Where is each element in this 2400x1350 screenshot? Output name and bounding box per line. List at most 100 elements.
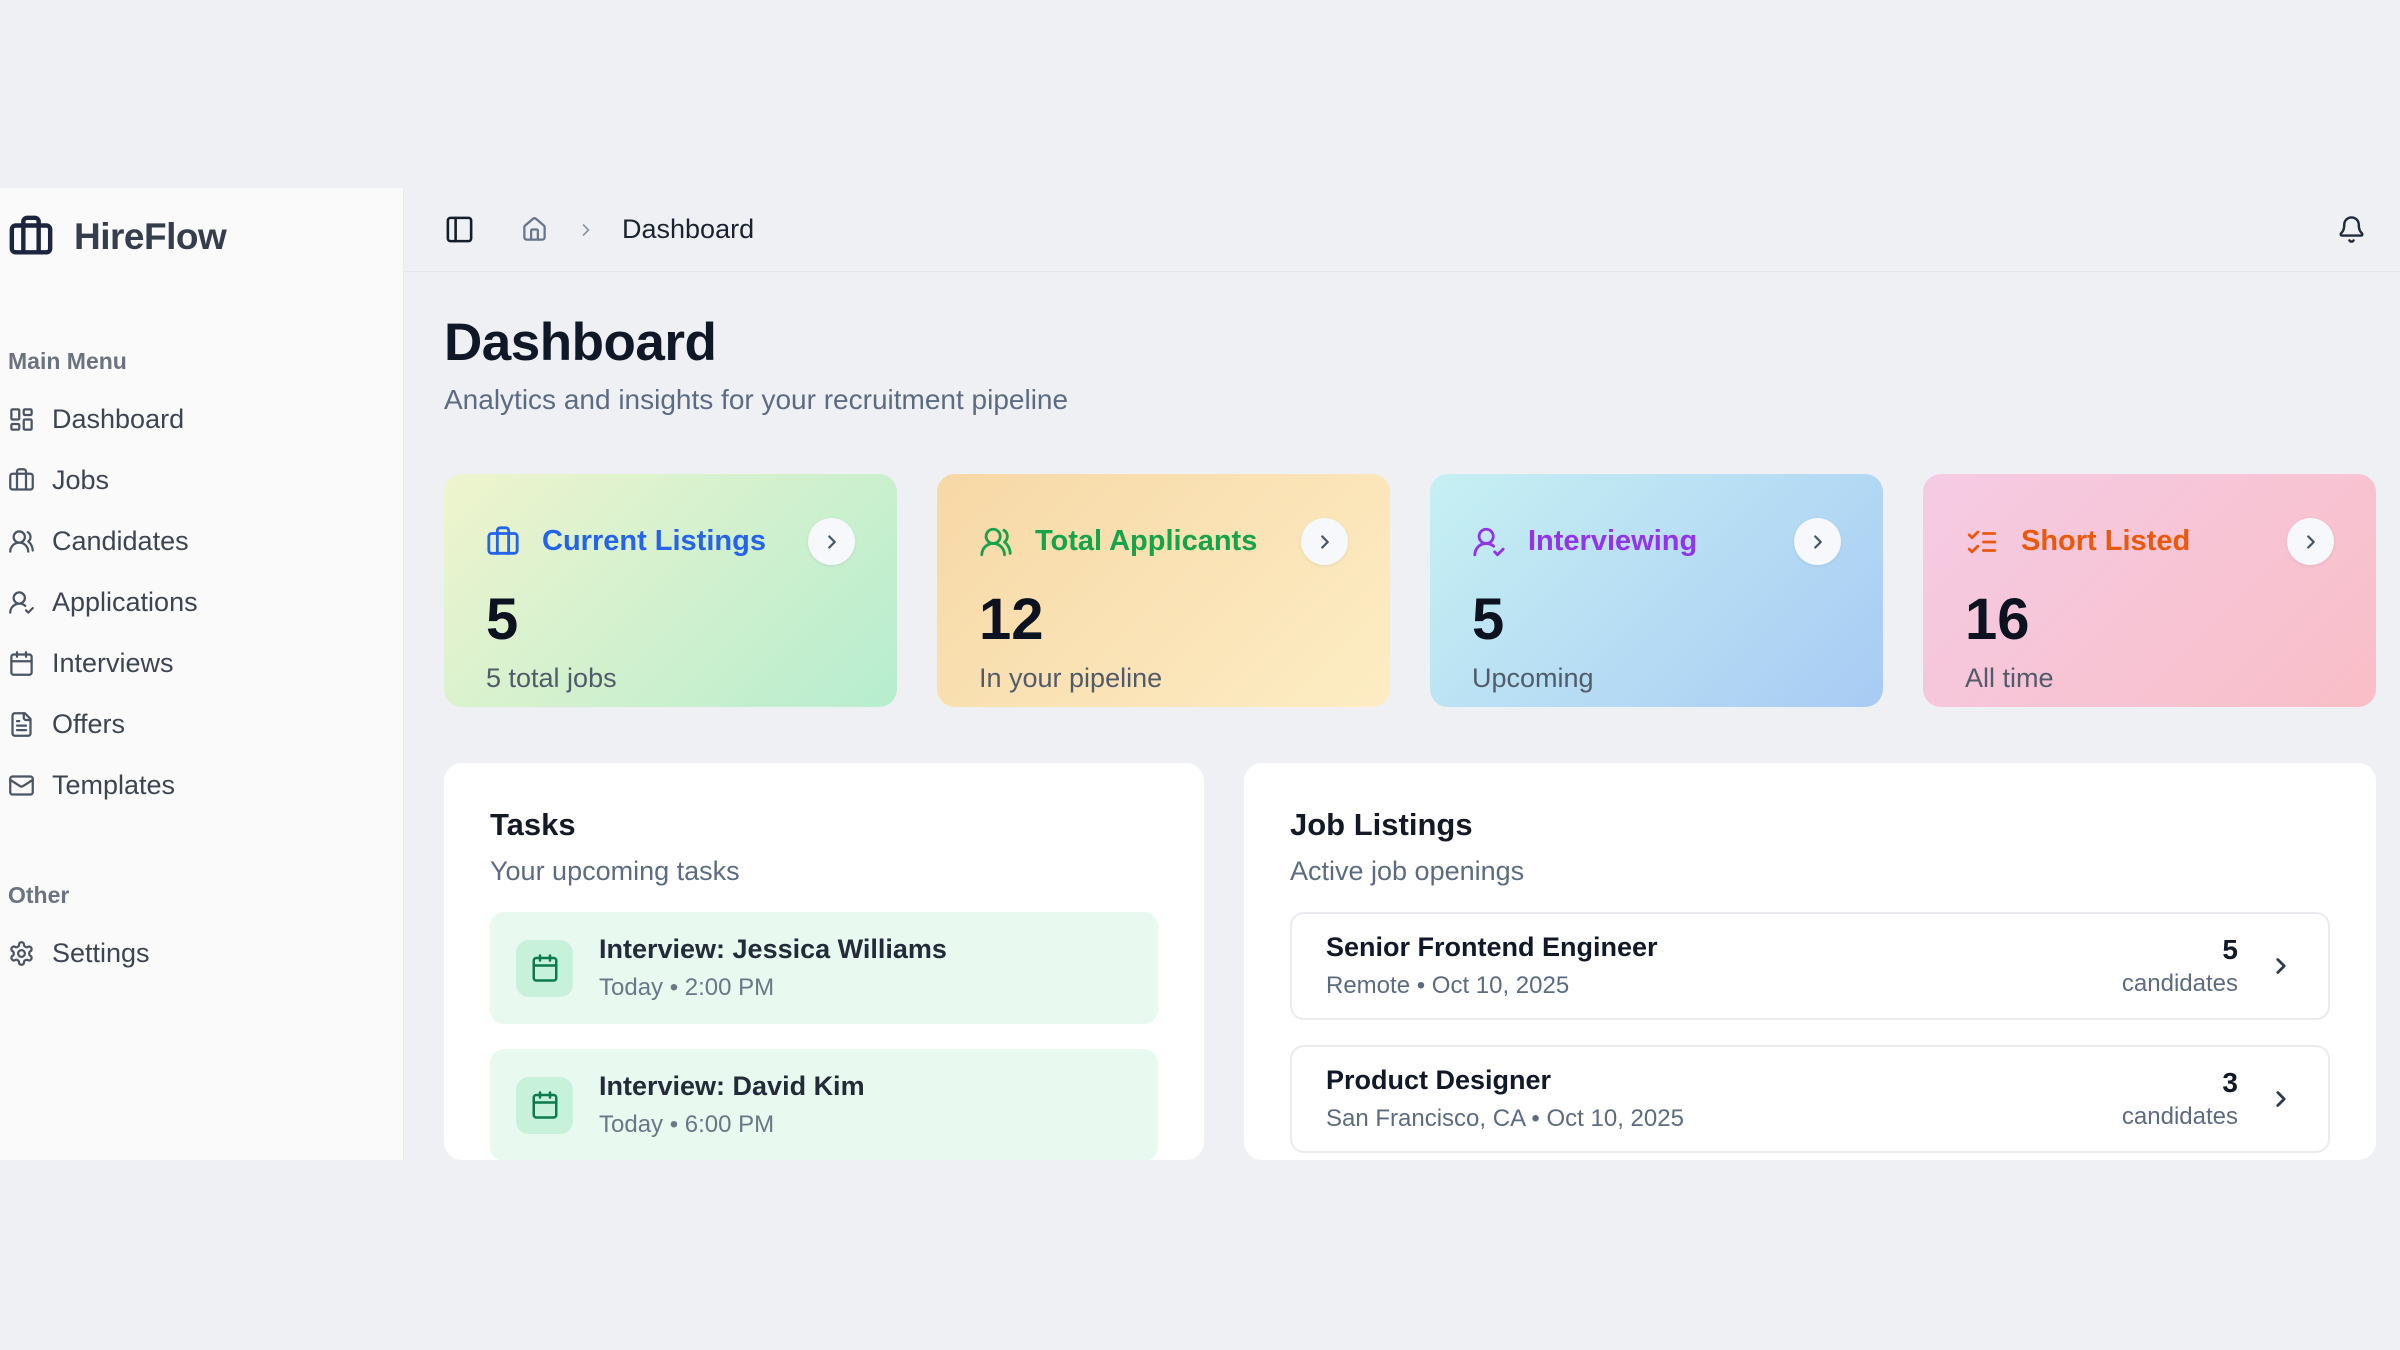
sidebar-item-applications[interactable]: Applications: [6, 572, 383, 633]
task-item[interactable]: Interview: Jessica Williams Today • 2:00…: [490, 912, 1158, 1024]
stat-caption: In your pipeline: [979, 663, 1163, 693]
stat-card-current-listings[interactable]: Current Listings 5 5 total jobs: [444, 474, 897, 707]
job-info: Product Designer San Francisco, CA • Oct…: [1326, 1065, 2122, 1133]
sidebar-item-offers[interactable]: Offers: [6, 694, 383, 755]
sidebar-item-label: Settings: [52, 938, 150, 968]
sidebar-section-other: Other: [8, 882, 70, 908]
stat-card-header: Short Listed: [1965, 518, 2334, 565]
task-meta: Today • 2:00 PM: [599, 974, 775, 1001]
stat-value: 5: [486, 587, 519, 652]
sidebar-item-label: Dashboard: [52, 404, 185, 434]
chevron-right-icon[interactable]: [2268, 1086, 2294, 1112]
sidebar: HireFlow Main Menu Dashboard Jobs Candid…: [0, 188, 404, 1160]
sidebar-item-dashboard[interactable]: Dashboard: [6, 389, 383, 450]
stat-chevron-button[interactable]: [1301, 518, 1348, 565]
calendar-icon: [516, 939, 573, 997]
stat-caption: 5 total jobs: [486, 663, 617, 693]
job-listing-row[interactable]: Product Designer San Francisco, CA • Oct…: [1290, 1045, 2330, 1153]
chevron-right-icon[interactable]: [2268, 953, 2294, 979]
stat-card-short-listed[interactable]: Short Listed 16 All time: [1923, 474, 2376, 707]
app-window: HireFlow Main Menu Dashboard Jobs Candid…: [0, 188, 2400, 1160]
sidebar-item-templates[interactable]: Templates: [6, 755, 383, 816]
task-item[interactable]: Interview: David Kim Today • 6:00 PM: [490, 1049, 1158, 1160]
tasks-title: Tasks: [490, 807, 576, 842]
sidebar-item-candidates[interactable]: Candidates: [6, 511, 383, 572]
job-candidate-count: 5 candidates: [2122, 934, 2238, 998]
job-count-label: candidates: [2121, 970, 2238, 997]
settings-gear-icon: [8, 940, 35, 967]
job-listings-subtitle: Active job openings: [1290, 856, 1525, 886]
stats-row: Current Listings 5 5 total jobs Total Ap…: [444, 474, 2376, 707]
topbar: Dashboard: [404, 188, 2400, 272]
task-meta: Today • 6:00 PM: [599, 1111, 775, 1138]
stat-chevron-button[interactable]: [808, 518, 855, 565]
chevron-right-icon: [576, 220, 596, 240]
content-area: Dashboard Dashboard Analytics and insigh…: [404, 188, 2400, 1160]
job-listings-panel: Job Listings Active job openings Senior …: [1244, 763, 2376, 1160]
job-title: Product Designer: [1326, 1065, 1552, 1095]
home-icon[interactable]: [521, 216, 548, 243]
page-title: Dashboard: [444, 313, 717, 372]
page-subtitle: Analytics and insights for your recruitm…: [444, 384, 1069, 415]
stat-value: 16: [1965, 587, 2030, 652]
stat-card-header: Current Listings: [486, 518, 855, 565]
stat-card-total-applicants[interactable]: Total Applicants 12 In your pipeline: [937, 474, 1390, 707]
users-icon: [8, 528, 35, 555]
job-meta: San Francisco, CA • Oct 10, 2025: [1326, 1105, 1684, 1132]
stat-chevron-button[interactable]: [2287, 518, 2334, 565]
tasks-panel: Tasks Your upcoming tasks Interview: Jes…: [444, 763, 1204, 1160]
sidebar-item-interviews[interactable]: Interviews: [6, 633, 383, 694]
sidebar-item-label: Applications: [52, 587, 198, 617]
job-count-label: candidates: [2121, 1103, 2238, 1130]
task-title: Interview: Jessica Williams: [599, 934, 947, 964]
sidebar-toggle-icon[interactable]: [444, 214, 475, 245]
layout-dashboard-icon: [8, 406, 35, 433]
stat-label: Interviewing: [1528, 525, 1698, 557]
calendar-icon: [8, 650, 35, 677]
briefcase-logo-icon: [8, 214, 54, 260]
stat-caption: All time: [1965, 663, 2054, 693]
stat-caption: Upcoming: [1472, 663, 1594, 693]
job-info: Senior Frontend Engineer Remote • Oct 10…: [1326, 932, 2122, 1000]
job-count-value: 3: [2222, 1067, 2238, 1098]
file-text-icon: [8, 711, 35, 738]
stat-label: Short Listed: [2021, 525, 2191, 557]
job-listing-row[interactable]: Senior Frontend Engineer Remote • Oct 10…: [1290, 912, 2330, 1020]
stat-card-header: Total Applicants: [979, 518, 1348, 565]
list-checks-icon: [1965, 525, 1999, 559]
stat-card-interviewing[interactable]: Interviewing 5 Upcoming: [1430, 474, 1883, 707]
job-listings-title: Job Listings: [1290, 807, 1473, 842]
stat-value: 5: [1472, 587, 1505, 652]
sidebar-item-settings[interactable]: Settings: [6, 923, 383, 984]
sidebar-item-label: Offers: [52, 709, 126, 739]
user-check-icon: [8, 589, 35, 616]
user-check-icon: [1472, 525, 1506, 559]
calendar-icon: [516, 1076, 573, 1134]
stat-label: Total Applicants: [1035, 525, 1258, 557]
stat-chevron-button[interactable]: [1794, 518, 1841, 565]
job-count-value: 5: [2222, 934, 2238, 965]
bell-icon[interactable]: [2337, 215, 2366, 244]
sidebar-item-jobs[interactable]: Jobs: [6, 450, 383, 511]
task-title: Interview: David Kim: [599, 1071, 865, 1101]
stat-card-header: Interviewing: [1472, 518, 1841, 565]
app-title: HireFlow: [74, 216, 227, 257]
bottom-row: Tasks Your upcoming tasks Interview: Jes…: [444, 763, 2376, 1160]
sidebar-item-label: Interviews: [52, 648, 174, 678]
main-region: Dashboard Analytics and insights for you…: [404, 272, 2400, 1160]
sidebar-item-label: Jobs: [52, 465, 110, 495]
job-candidate-count: 3 candidates: [2122, 1067, 2238, 1131]
job-meta: Remote • Oct 10, 2025: [1326, 972, 1570, 999]
job-title: Senior Frontend Engineer: [1326, 932, 1658, 962]
breadcrumb: Dashboard: [622, 214, 755, 244]
briefcase-icon: [486, 525, 520, 559]
stat-value: 12: [979, 587, 1044, 652]
briefcase-icon: [8, 467, 35, 494]
sidebar-item-label: Templates: [52, 770, 176, 800]
tasks-subtitle: Your upcoming tasks: [490, 856, 740, 886]
app-logo: HireFlow: [6, 214, 383, 260]
sidebar-section-main-menu: Main Menu: [8, 348, 127, 374]
stat-label: Current Listings: [542, 525, 766, 557]
sidebar-item-label: Candidates: [52, 526, 189, 556]
users-icon: [979, 525, 1013, 559]
